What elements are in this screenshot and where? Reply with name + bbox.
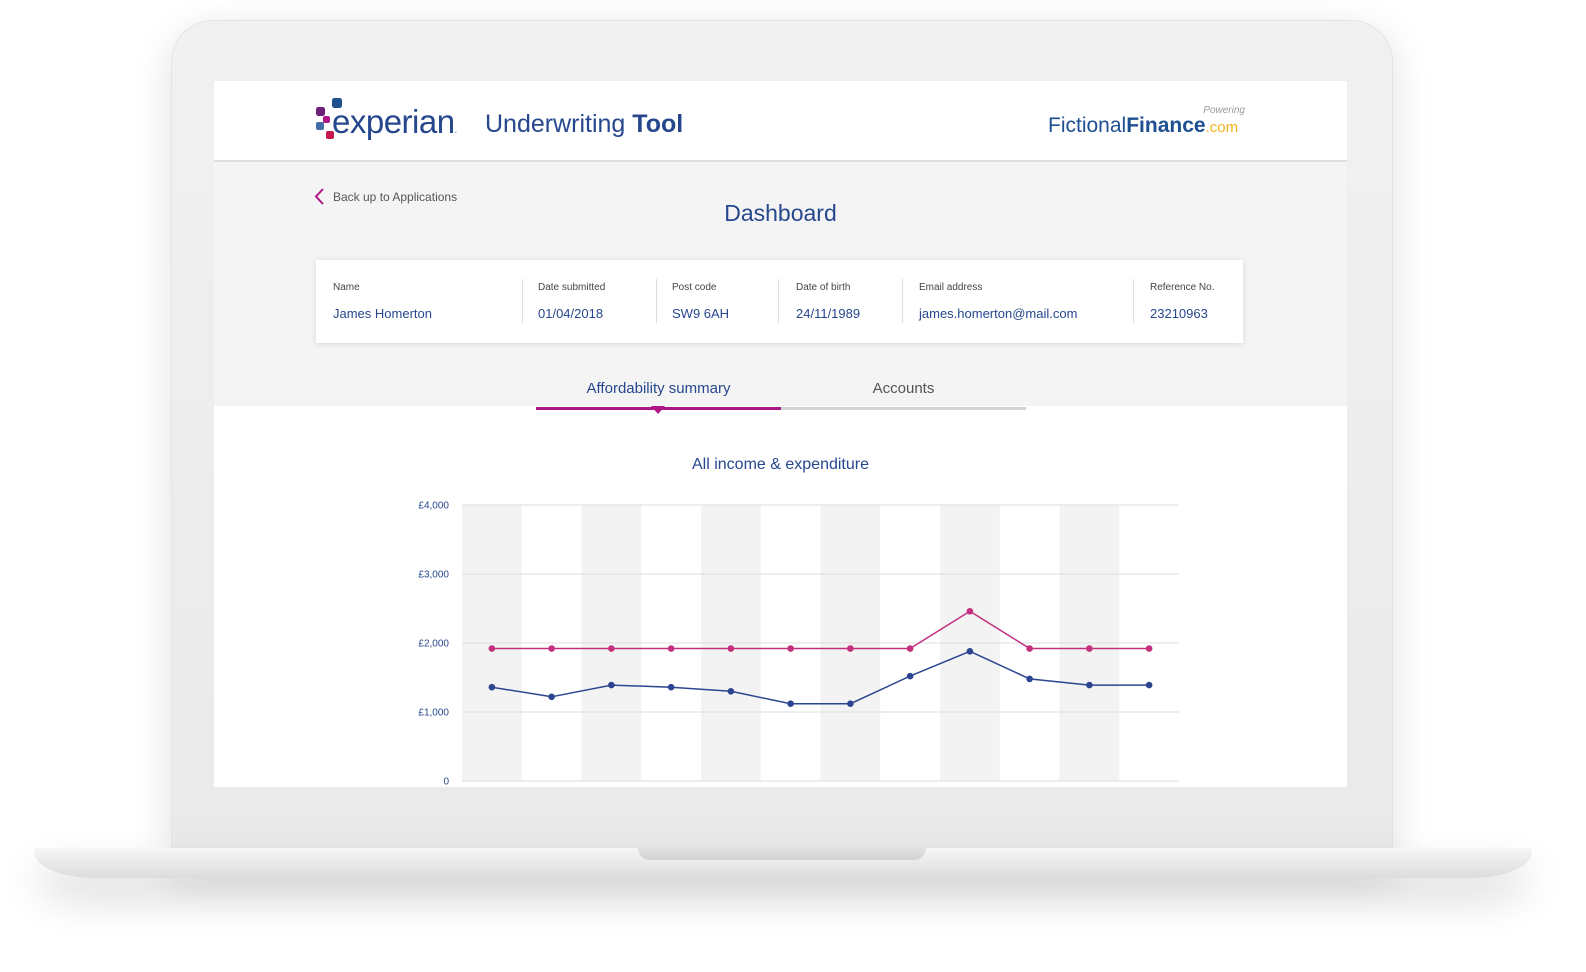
data-point (966, 607, 974, 615)
data-point (847, 645, 854, 652)
data-point (548, 693, 555, 701)
data-point (966, 647, 974, 655)
field-value: 23210963 (1150, 306, 1208, 321)
data-point (1086, 645, 1093, 652)
data-point (1086, 681, 1093, 689)
field-value: 24/11/1989 (796, 306, 861, 321)
partner-logo: FictionalFinance.com (1048, 114, 1239, 137)
data-point (1145, 681, 1153, 689)
y-tick-label: £2,000 (418, 639, 449, 650)
applicant-info-card: Name James Homerton Date submitted 01/04… (316, 260, 1243, 343)
app-title-regular: Underwriting (485, 110, 626, 138)
y-tick-label: £1,000 (418, 708, 449, 719)
data-point (1026, 675, 1033, 683)
field-value: SW9 6AH (672, 306, 730, 321)
data-point (1026, 645, 1033, 652)
divider (902, 279, 903, 323)
field-label: Name (333, 282, 360, 293)
data-point (608, 645, 615, 652)
data-point (667, 683, 675, 691)
experian-logo-icon (316, 98, 342, 139)
app-title: Underwriting Tool (485, 110, 683, 139)
powering-label: Powering (1203, 105, 1245, 116)
chart-panel: All income & expenditure 0 £1,000 £2,000 £3… (214, 406, 1347, 787)
field-label: Date of birth (796, 282, 851, 293)
divider (778, 279, 779, 323)
data-point (667, 645, 675, 652)
data-point (906, 672, 914, 680)
tab-accounts[interactable]: Accounts (781, 369, 1026, 410)
data-point (488, 683, 496, 691)
data-point (488, 645, 496, 652)
tab-affordability-summary[interactable]: Affordability summary (536, 369, 781, 410)
income-expenditure-chart: 0 £1,000 £2,000 £3,000 £4,000 (418, 501, 1179, 788)
data-point (548, 645, 555, 652)
experian-wordmark: experian. (332, 103, 457, 140)
data-point (787, 645, 794, 652)
back-link-label: Back up to Applications (333, 190, 458, 204)
field-value: 01/04/2018 (538, 306, 604, 321)
field-value: james.homerton@mail.com (919, 306, 1078, 321)
series-line (491, 650, 1150, 705)
data-point (727, 688, 735, 695)
laptop-notch (638, 848, 926, 860)
y-tick-label: £4,000 (418, 501, 449, 512)
app-screen: experian. Underwriting Tool Powering Fic… (214, 81, 1347, 787)
divider (522, 279, 523, 323)
field-value: James Homerton (333, 306, 432, 321)
field-label: Reference No. (1150, 282, 1215, 293)
field-label: Email address (919, 282, 983, 293)
field-label: Date submitted (538, 282, 606, 293)
y-tick-label: 0 (443, 777, 449, 788)
data-point (608, 681, 615, 689)
chart-title: All income & expenditure (692, 456, 869, 473)
active-tab-pointer (651, 406, 665, 414)
field-label: Post code (672, 282, 717, 293)
data-point (847, 700, 854, 708)
data-point (727, 645, 735, 652)
app-title-bold: Tool (632, 110, 684, 138)
divider (1133, 279, 1134, 323)
data-point (787, 700, 794, 708)
series-line (491, 610, 1150, 650)
chevron-left-icon (314, 188, 324, 205)
page-title: Dashboard (724, 200, 837, 226)
app-header: experian. Underwriting Tool Powering Fic… (214, 81, 1347, 162)
divider (656, 279, 657, 323)
y-tick-label: £3,000 (418, 570, 449, 581)
data-point (906, 645, 914, 652)
data-point (1145, 645, 1153, 652)
